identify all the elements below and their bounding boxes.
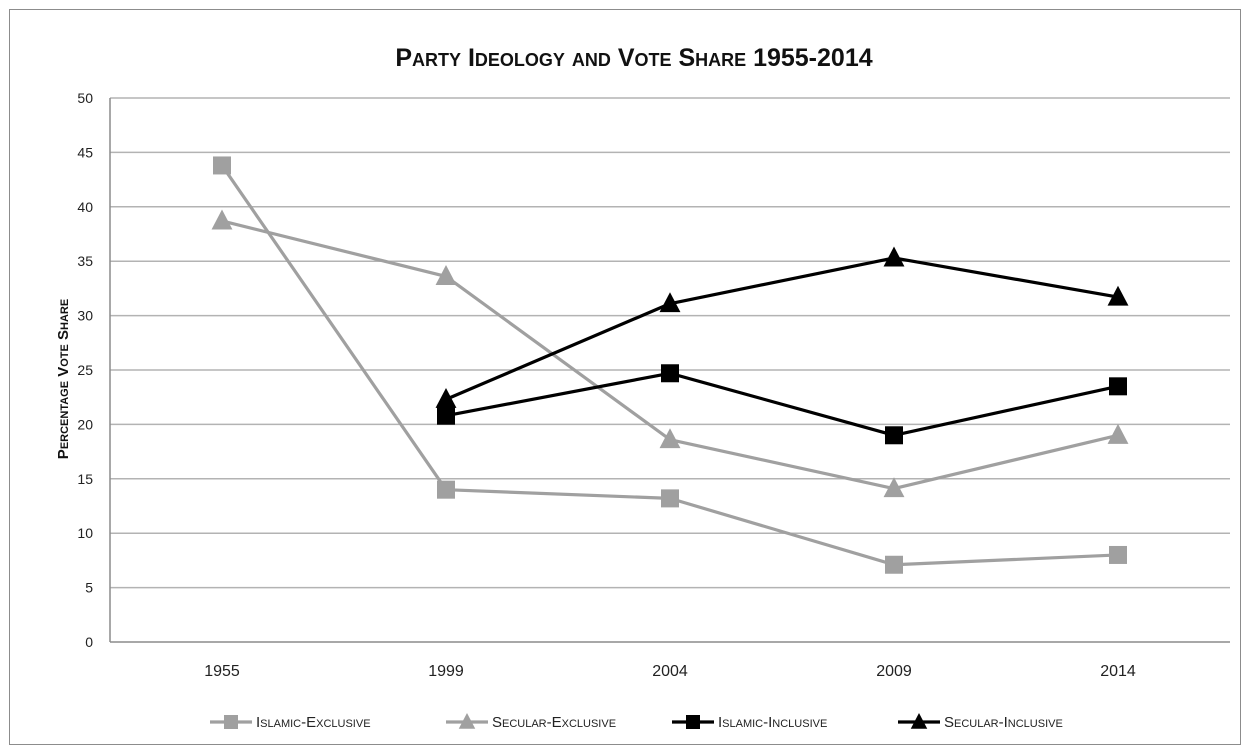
- data-point-secular-exclusive-2004: [659, 428, 681, 449]
- chart-title: Party Ideology and Vote Share 1955-2014: [395, 44, 872, 72]
- series-islamic-exclusive: [213, 156, 1127, 574]
- y-tick-label: 30: [77, 308, 93, 324]
- data-point-secular-inclusive-2004: [659, 292, 681, 313]
- y-tick-label: 10: [77, 525, 93, 541]
- x-tick-label: 2004: [652, 663, 688, 680]
- y-tick-label: 0: [85, 634, 93, 650]
- x-tick-label: 1999: [428, 663, 464, 680]
- series-line-islamic-inclusive: [445, 371, 1119, 437]
- series-line-secular-inclusive: [445, 256, 1119, 401]
- series-layer: [211, 156, 1129, 574]
- data-point-secular-exclusive-2014: [1107, 423, 1129, 444]
- legend-label: Secular-Inclusive: [944, 714, 1063, 731]
- legend-item-secular-inclusive: Secular-Inclusive: [898, 713, 1063, 731]
- y-tick-label: 40: [77, 199, 93, 215]
- data-point-secular-exclusive-1955: [211, 209, 233, 230]
- data-point-secular-inclusive-1999: [435, 387, 457, 408]
- data-point-islamic-exclusive-1999: [437, 480, 455, 499]
- y-tick-label: 20: [77, 416, 93, 432]
- legend-swatch-marker: [458, 713, 476, 729]
- data-point-islamic-exclusive-1955: [213, 156, 231, 175]
- data-point-islamic-exclusive-2004: [661, 489, 679, 508]
- y-tick-label: 35: [77, 253, 93, 269]
- legend-label: Islamic-Exclusive: [256, 714, 371, 731]
- legend-swatch-marker: [910, 713, 928, 729]
- y-tick-label: 15: [77, 471, 93, 487]
- data-point-islamic-exclusive-2009: [885, 555, 903, 574]
- series-islamic-inclusive: [437, 364, 1127, 445]
- legend-swatch-marker: [224, 715, 238, 729]
- x-tick-label: 1955: [204, 663, 240, 680]
- data-point-secular-exclusive-1999: [435, 265, 457, 285]
- legend-item-secular-exclusive: Secular-Exclusive: [446, 713, 616, 731]
- y-tick-label: 25: [77, 362, 93, 378]
- gridlines: [110, 97, 1230, 589]
- data-point-islamic-inclusive-1999: [437, 406, 455, 425]
- series-secular-inclusive: [435, 246, 1129, 408]
- y-tick-label: 45: [77, 144, 93, 160]
- x-tick-label: 2014: [1100, 663, 1136, 680]
- x-tick-label: 2009: [876, 663, 912, 680]
- data-point-secular-inclusive-2009: [883, 246, 905, 267]
- line-chart: Party Ideology and Vote Share 1955-2014 …: [55, 44, 1230, 731]
- y-tick-label: 5: [85, 580, 93, 596]
- series-secular-exclusive: [211, 209, 1129, 498]
- data-point-secular-exclusive-2009: [883, 477, 905, 498]
- chart-frame: Party Ideology and Vote Share 1955-2014 …: [9, 9, 1241, 745]
- axes: 0 5 10 15 20 25 30 35 40 45 50 1955 1999 2004 2009 2014: [77, 90, 1230, 680]
- data-point-islamic-exclusive-2014: [1109, 545, 1127, 564]
- legend-item-islamic-exclusive: Islamic-Exclusive: [210, 714, 371, 731]
- data-point-islamic-inclusive-2009: [885, 426, 903, 445]
- y-tick-label: 50: [77, 90, 93, 106]
- legend-item-islamic-inclusive: Islamic-Inclusive: [672, 714, 827, 731]
- legend: Islamic-Exclusive Secular-Exclusive Islami…: [210, 713, 1063, 731]
- legend-label: Secular-Exclusive: [492, 714, 616, 731]
- data-point-islamic-inclusive-2004: [661, 364, 679, 383]
- legend-swatch-marker: [686, 715, 700, 729]
- y-axis-label: Percentage Vote Share: [55, 299, 72, 459]
- data-point-secular-inclusive-2014: [1107, 285, 1129, 306]
- legend-label: Islamic-Inclusive: [718, 714, 827, 731]
- data-point-islamic-inclusive-2014: [1109, 377, 1127, 396]
